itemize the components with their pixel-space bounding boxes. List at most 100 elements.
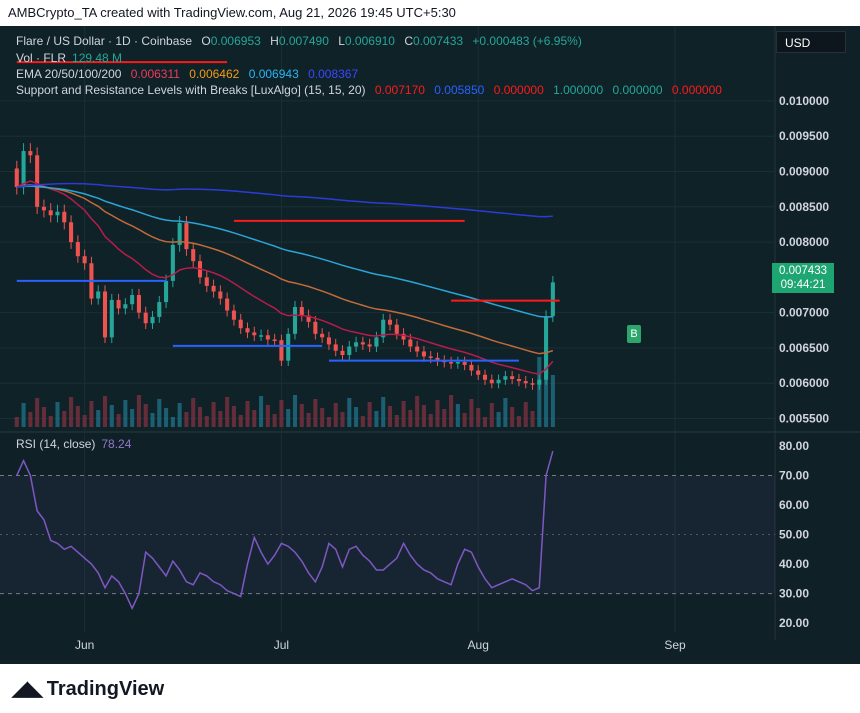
volume-bar <box>21 403 26 427</box>
rsi-tick-label: 80.00 <box>779 439 809 453</box>
volume-bar <box>259 396 264 427</box>
rsi-pane <box>0 433 775 664</box>
price-tick-label: 0.005500 <box>779 412 829 426</box>
price-tick-label: 0.009500 <box>779 129 829 143</box>
volume-bar <box>82 415 87 427</box>
candle-body <box>476 370 481 375</box>
volume-bar <box>130 409 135 427</box>
candle-body <box>462 362 467 365</box>
volume-bar <box>333 403 338 427</box>
rsi-tick-label: 50.00 <box>779 528 809 542</box>
volume-bar <box>150 413 155 427</box>
volume-bar <box>197 407 203 427</box>
candle-body <box>489 379 494 384</box>
volume-bar <box>204 416 209 427</box>
volume-bar <box>496 412 501 427</box>
candle-body <box>313 321 318 334</box>
volume-bar <box>387 406 393 427</box>
volume-bar <box>292 395 298 427</box>
volume-bar <box>69 397 74 427</box>
currency-button[interactable]: USD <box>776 31 846 53</box>
volume-bar <box>503 398 508 427</box>
volume-bar <box>510 407 515 427</box>
legend-volume: Vol · FLR 129.48 M <box>16 51 128 65</box>
volume-bar <box>55 402 60 427</box>
time-tick-label: Aug <box>468 638 489 652</box>
volume-value: 129.48 M <box>72 51 123 65</box>
candle-body <box>523 381 528 384</box>
rsi-tick-label: 60.00 <box>779 498 809 512</box>
volume-bar <box>374 411 379 427</box>
volume-bar <box>245 401 250 427</box>
candle-body <box>62 211 67 223</box>
candle-body <box>14 168 19 188</box>
volume-bar <box>455 404 460 427</box>
volume-bar <box>170 417 175 427</box>
low-label: L <box>338 34 345 48</box>
price-chart[interactable]: 0.010000 0.009500 0.009000 0.008500 0.008000… <box>0 0 860 664</box>
candle-body <box>347 346 352 356</box>
candle-body <box>21 151 26 188</box>
sr-value-2: 0.005850 <box>434 83 485 97</box>
volume-bar <box>449 395 454 427</box>
candle-body <box>143 312 148 324</box>
volume-bar <box>48 416 53 427</box>
time-tick-label: Jul <box>274 638 289 652</box>
candle-body <box>252 332 257 336</box>
volume-bar <box>550 375 555 427</box>
volume-bar <box>136 395 141 427</box>
candle-body <box>469 364 474 371</box>
volume-bar <box>381 397 386 427</box>
close-label: C <box>404 34 413 48</box>
ema-label[interactable]: EMA 20/50/100/200 <box>16 67 122 81</box>
volume-bar <box>272 414 277 427</box>
volume-label[interactable]: Vol · FLR <box>16 51 67 65</box>
candle-body <box>238 319 243 329</box>
rsi-band <box>0 475 775 594</box>
candle-body <box>401 333 406 340</box>
candle-body <box>449 362 454 364</box>
candle-body <box>116 299 121 309</box>
candle-body <box>191 249 196 262</box>
symbol-label[interactable]: Flare / US Dollar · 1D · Coinbase <box>16 34 193 48</box>
rsi-line <box>16 450 554 611</box>
legend-ema: EMA 20/50/100/200 0.006311 0.006462 0.00… <box>16 67 364 81</box>
volume-bar <box>544 366 549 427</box>
ema-line <box>16 180 554 375</box>
candle-body <box>408 339 413 347</box>
volume-bar <box>442 409 447 427</box>
candle-body <box>48 210 53 216</box>
volume-bar <box>360 416 365 427</box>
price-tick-label: 0.008000 <box>779 235 829 249</box>
candle-body <box>41 206 46 211</box>
volume-bar <box>14 417 19 427</box>
rsi-tick-label: 40.00 <box>779 557 809 571</box>
volume-bar <box>231 406 236 427</box>
volume-bar <box>516 416 521 427</box>
candle-body <box>455 362 460 364</box>
legend-rsi: RSI (14, close) 78.24 <box>16 437 137 451</box>
volume-bar <box>75 406 80 427</box>
volume-bar <box>89 401 94 427</box>
volume-bar <box>96 410 101 427</box>
candle-body <box>211 285 216 292</box>
candle-body <box>96 291 101 299</box>
legend-sr: Support and Resistance Levels with Break… <box>16 83 728 97</box>
close-value: 0.007433 <box>413 34 464 48</box>
volume-bar <box>354 407 359 427</box>
candle-body <box>184 223 189 250</box>
candle-body <box>286 333 291 361</box>
candle-body <box>245 328 250 333</box>
rsi-label[interactable]: RSI (14, close) <box>16 437 96 451</box>
volume-bar <box>28 412 33 427</box>
candle-body <box>415 346 420 352</box>
volume-bar <box>306 413 311 427</box>
volume-bar <box>157 399 162 427</box>
sr-label[interactable]: Support and Resistance Levels with Break… <box>16 83 366 97</box>
volume-bar <box>211 402 216 427</box>
volume-bar <box>320 408 325 427</box>
volume-bar <box>62 411 67 427</box>
ema-line <box>16 183 554 355</box>
volume-bar <box>530 411 535 427</box>
candle-body <box>55 211 60 216</box>
